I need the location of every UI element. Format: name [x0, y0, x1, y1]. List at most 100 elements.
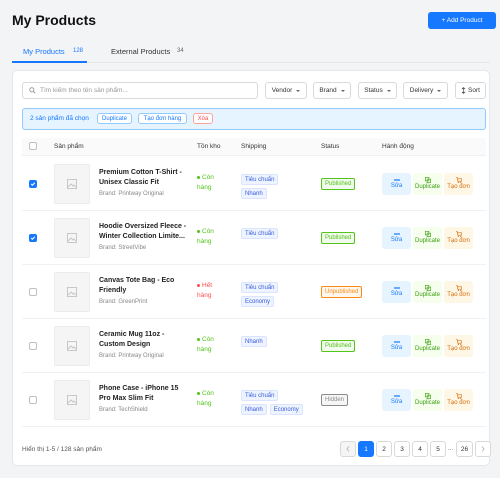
- stock-status: Hết hàng: [197, 281, 227, 301]
- search-input[interactable]: Tìm kiếm theo tên sản phẩm...: [22, 82, 258, 99]
- stock-text: Còn hàng: [197, 336, 214, 353]
- row-action-button[interactable]: Sửa: [382, 227, 411, 249]
- row-checkbox[interactable]: [29, 234, 37, 242]
- page-button[interactable]: 5: [430, 441, 446, 457]
- action-icon: [393, 394, 400, 398]
- stock-dot: [197, 283, 200, 287]
- add-product-button[interactable]: + Add Product: [428, 12, 496, 29]
- page-button[interactable]: 1: [358, 441, 374, 457]
- stock-dot: [197, 391, 200, 395]
- row-action-button[interactable]: Tạo đơn: [444, 389, 473, 411]
- filter-dropdown[interactable]: Status: [358, 82, 397, 99]
- action-icon: [455, 393, 462, 399]
- action-label: Sửa: [390, 237, 403, 243]
- bulk-action-button[interactable]: Duplicate: [97, 113, 132, 124]
- header-checkbox[interactable]: [29, 142, 37, 150]
- row-action-button[interactable]: Sửa: [382, 335, 411, 357]
- product-brand: Brand: Printway Original: [99, 353, 164, 359]
- table-row: [22, 319, 486, 373]
- prev-page[interactable]: [340, 441, 356, 457]
- row-checkbox[interactable]: [29, 288, 37, 296]
- next-page[interactable]: [475, 441, 491, 457]
- stock-status: Còn hàng: [197, 173, 227, 193]
- filter-dropdown[interactable]: Delivery: [403, 82, 448, 99]
- action-label: Tạo đơn: [447, 346, 470, 352]
- shipping-tags: Tiêu chuẩn Economy: [241, 282, 307, 307]
- bulk-action-button[interactable]: Tạo đơn hàng: [138, 113, 187, 124]
- status-badge: Published: [321, 232, 356, 244]
- action-label: Sửa: [390, 345, 403, 351]
- column-header: Shipping: [241, 143, 267, 150]
- product-name[interactable]: Phone Case - iPhone 15 Pro Max Slim Fit: [99, 385, 179, 402]
- action-label: Tạo đơn: [447, 400, 470, 406]
- row-action-button[interactable]: Duplicate: [413, 389, 442, 411]
- action-icon: [455, 177, 462, 183]
- selection-text: 2 sản phẩm đã chọn: [30, 115, 89, 122]
- column-header: Hành động: [382, 143, 414, 150]
- product-brand: Brand: TechShield: [99, 407, 148, 413]
- caret: [340, 89, 345, 92]
- caret: [386, 89, 391, 92]
- sort-label: Sort: [468, 87, 480, 94]
- row-action-button[interactable]: Tạo đơn: [444, 173, 473, 195]
- row-action-button[interactable]: Tạo đơn: [444, 281, 473, 303]
- stock-text: Hết hàng: [197, 282, 213, 299]
- table-row: [22, 373, 486, 427]
- shipping-tag: Tiêu chuẩn: [241, 282, 279, 293]
- filter-dropdown[interactable]: Vendor: [265, 82, 307, 99]
- page-button[interactable]: 26: [456, 441, 473, 457]
- product-brand: Brand: StreetVibe: [99, 245, 147, 251]
- action-label: Tạo đơn: [447, 238, 470, 244]
- page-button[interactable]: 4: [412, 441, 428, 457]
- action-icon: [393, 178, 400, 182]
- row-action-button[interactable]: Duplicate: [413, 173, 442, 195]
- image-placeholder-icon: [67, 233, 77, 243]
- row-action-button[interactable]: Sửa: [382, 173, 411, 195]
- action-icon: [393, 340, 400, 344]
- filter-dropdown[interactable]: Brand: [313, 82, 351, 99]
- tab-label[interactable]: External Products: [111, 47, 171, 56]
- product-image: [54, 164, 90, 204]
- action-label: Duplicate: [414, 346, 440, 352]
- shipping-tag: Nhanh: [241, 404, 267, 415]
- tab-label[interactable]: My Products: [23, 47, 65, 56]
- row-action-button[interactable]: Duplicate: [413, 227, 442, 249]
- row-checkbox[interactable]: [29, 396, 37, 404]
- product-name[interactable]: Premium Cotton T-Shirt - Unisex Classic …: [99, 169, 182, 186]
- action-icon: [424, 231, 431, 237]
- bulk-action-button[interactable]: Xóa: [193, 113, 213, 124]
- sort-button[interactable]: Sort: [455, 82, 486, 99]
- shipping-tag: Nhanh: [241, 188, 267, 199]
- row-action-button[interactable]: Sửa: [382, 281, 411, 303]
- column-header: Sản phẩm: [54, 143, 84, 150]
- product-name[interactable]: Ceramic Mug 11oz - Custom Design: [99, 331, 165, 348]
- row-action-button[interactable]: Duplicate: [413, 335, 442, 357]
- shipping-tags: Tiêu chuẩn Nhanh Economy: [241, 390, 307, 415]
- column-header: Tồn kho: [197, 143, 221, 150]
- action-icon: [424, 393, 431, 399]
- page-ellipsis: ...: [448, 445, 454, 452]
- row-action-button[interactable]: Tạo đơn: [444, 227, 473, 249]
- row-checkbox[interactable]: [29, 342, 37, 350]
- row-action-button[interactable]: Tạo đơn: [444, 335, 473, 357]
- filter-label: Delivery: [409, 87, 434, 94]
- action-label: Duplicate: [414, 238, 440, 244]
- caret: [296, 89, 301, 92]
- stock-dot: [197, 175, 200, 179]
- page-button[interactable]: 3: [394, 441, 410, 457]
- image-placeholder-icon: [67, 341, 77, 351]
- row-checkbox[interactable]: [29, 180, 37, 188]
- row-action-button[interactable]: Duplicate: [413, 281, 442, 303]
- product-name[interactable]: Canvas Tote Bag - Eco Friendly: [99, 277, 175, 294]
- product-name[interactable]: Hoodie Oversized Fleece - Winter Collect…: [99, 223, 187, 240]
- page-button[interactable]: 2: [376, 441, 392, 457]
- image-placeholder-icon: [67, 395, 77, 405]
- shipping-tag: Nhanh: [241, 336, 267, 347]
- row-action-button[interactable]: Sửa: [382, 389, 411, 411]
- table-row: [22, 157, 486, 211]
- pagination-summary: Hiển thị 1-5 / 128 sản phẩm: [22, 446, 102, 453]
- caret: [437, 89, 442, 92]
- sort-icon: [461, 87, 468, 94]
- status-badge: Hidden: [321, 394, 349, 406]
